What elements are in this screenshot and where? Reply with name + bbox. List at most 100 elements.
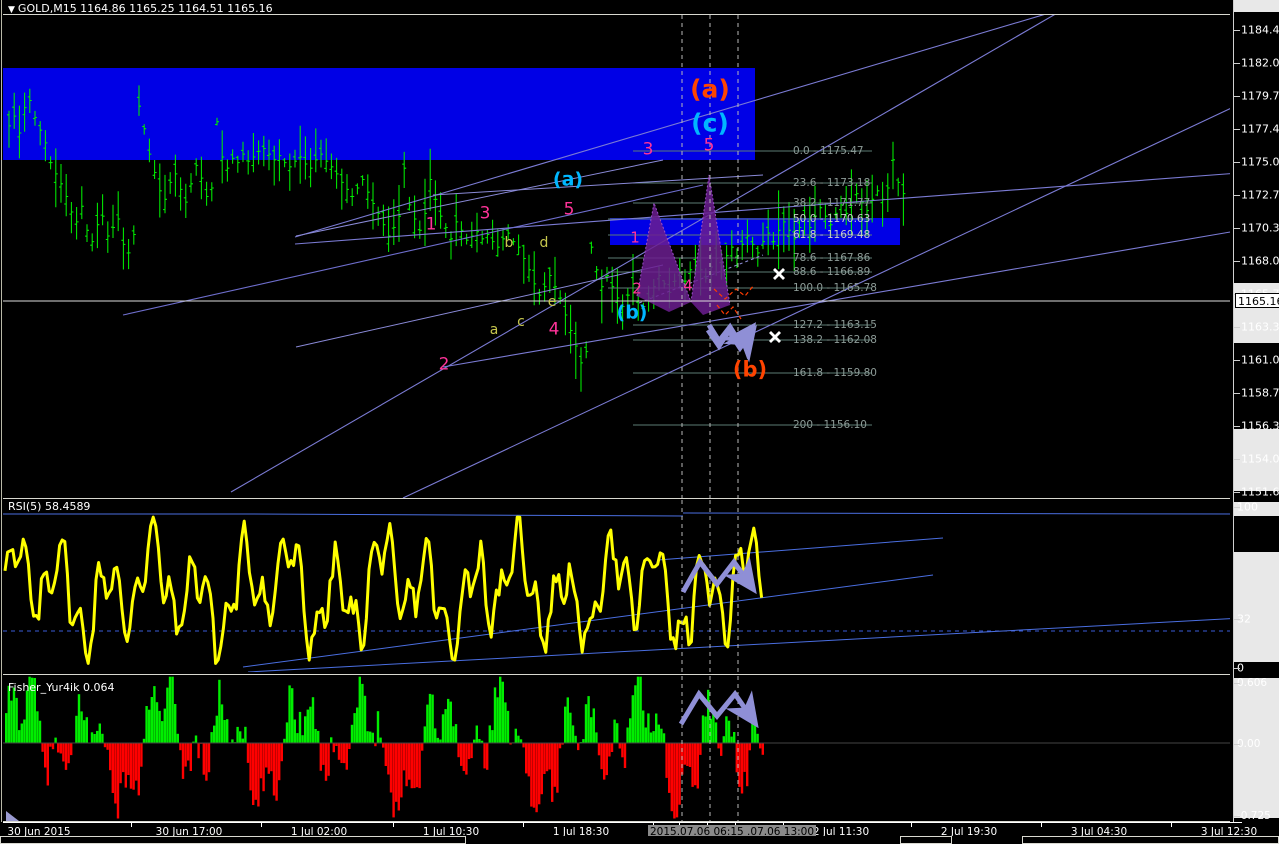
fisher-bar	[109, 743, 112, 771]
price-tick	[1234, 492, 1240, 493]
fisher-bar	[642, 710, 645, 743]
fisher-bar	[735, 743, 738, 773]
fisher-bar	[296, 733, 299, 743]
fisher-bar	[449, 701, 452, 743]
fisher-bar	[132, 743, 135, 790]
fisher-bar	[431, 694, 434, 743]
fisher-bar	[174, 704, 177, 743]
fisher-bar	[265, 743, 268, 768]
time-tick-label: 3 Jul 04:30	[1070, 826, 1128, 838]
fisher-bar	[538, 743, 541, 805]
price-axis[interactable]: 1184.40 1182.05 1179.70 1177.40 1175.05 1172.…	[1230, 0, 1279, 822]
fisher-bar	[631, 695, 634, 743]
fisher-bar	[683, 743, 686, 765]
fib-level-label: 100.0 - 1165.78	[793, 282, 877, 294]
rsi-line	[3, 515, 764, 665]
fisher-tick	[1234, 683, 1240, 684]
rsi-pane[interactable]	[3, 500, 1242, 672]
fisher-bar	[530, 743, 533, 807]
status-cell-mid	[900, 836, 952, 844]
fisher-pane[interactable]	[3, 676, 1242, 821]
fisher-bar	[49, 743, 52, 747]
price-tick-label: 1184.40	[1241, 23, 1279, 37]
symbol-header: ▼ GOLD,M15 1164.86 1165.25 1164.51 1165.1…	[8, 2, 273, 15]
rsi-tick-label: 100	[1237, 500, 1258, 514]
fisher-bar	[660, 728, 663, 743]
fisher-bar	[522, 743, 525, 748]
fisher-bar	[122, 743, 125, 773]
fisher-bar	[319, 743, 322, 771]
time-tick	[911, 822, 912, 827]
price-chart-pane[interactable]: 0.0 - 1175.47 23.6 - 1173.18 38.2 - 1171.7…	[3, 15, 1242, 498]
fisher-bar	[722, 736, 725, 743]
fisher-bar	[98, 723, 101, 743]
time-tick	[131, 822, 132, 827]
price-tick	[1234, 195, 1240, 196]
pane-separator-bottom	[0, 821, 1242, 822]
fisher-bar	[600, 743, 603, 770]
fisher-bar	[304, 716, 307, 743]
fisher-bar	[447, 698, 450, 743]
fisher-bar	[262, 743, 265, 792]
fisher-bar	[436, 737, 439, 743]
fisher-bar	[226, 719, 229, 743]
fisher-bar	[202, 743, 205, 775]
fisher-bar	[103, 743, 107, 748]
fisher-bar	[171, 676, 174, 743]
price-tick-label: 1179.70	[1241, 89, 1279, 103]
rsi-tick	[1234, 507, 1240, 508]
fisher-bar	[184, 743, 187, 767]
pane-separator-top	[0, 14, 1242, 15]
fisher-bar	[168, 676, 172, 743]
fisher-bar	[678, 743, 681, 805]
fisher-bar	[553, 743, 556, 787]
fisher-bar	[509, 743, 512, 745]
fib-level-label: 0.0 - 1175.47	[793, 145, 864, 157]
rsi-drawings	[3, 500, 1242, 672]
fisher-bar	[626, 727, 629, 743]
fib-level-label: 38.2 - 1171.77	[793, 197, 871, 209]
fisher-bar	[137, 743, 140, 796]
fisher-bar	[249, 743, 252, 791]
fisher-bar	[187, 743, 190, 761]
fisher-bar	[704, 716, 707, 743]
fib-level-label: 161.8 - 1159.80	[793, 367, 877, 379]
fisher-bar	[283, 738, 286, 743]
fisher-tick-label: 0.00	[1237, 738, 1261, 750]
fisher-bar	[501, 681, 504, 743]
fisher-bar	[155, 702, 159, 743]
fisher-bar	[418, 743, 421, 789]
fisher-bar	[709, 718, 712, 743]
pane-separator-fisher	[0, 674, 1242, 675]
time-tick-label: 1 Jul 18:30	[552, 826, 610, 838]
fisher-bar	[382, 743, 385, 748]
fisher-bar	[395, 743, 398, 802]
fisher-bar	[410, 743, 413, 789]
fisher-bar	[96, 730, 99, 743]
fisher-bar	[389, 743, 393, 793]
triangle-down-icon[interactable]: ▼	[8, 5, 15, 15]
fisher-bar	[514, 728, 517, 743]
fisher-bar	[574, 735, 577, 743]
fisher-bar	[350, 724, 354, 743]
fisher-bar	[688, 743, 692, 767]
fisher-bar	[67, 743, 70, 764]
fisher-bar	[119, 743, 122, 784]
fisher-bar	[714, 722, 718, 743]
fisher-bar	[293, 719, 296, 743]
wave-label: e	[547, 294, 557, 310]
price-tick	[1234, 96, 1240, 97]
fisher-bar	[129, 743, 133, 789]
fisher-bar	[415, 743, 419, 788]
price-tick	[1234, 393, 1240, 394]
fisher-bar	[301, 735, 304, 743]
fisher-bar	[101, 733, 104, 743]
fisher-bar	[496, 697, 499, 743]
fisher-bar	[140, 743, 143, 767]
fisher-bar	[145, 706, 148, 743]
fisher-bar	[369, 731, 372, 743]
fisher-bar	[12, 687, 16, 743]
wave-label: 5	[563, 199, 575, 220]
price-tick-label: 1177.40	[1241, 122, 1279, 136]
fisher-bar	[577, 743, 580, 751]
